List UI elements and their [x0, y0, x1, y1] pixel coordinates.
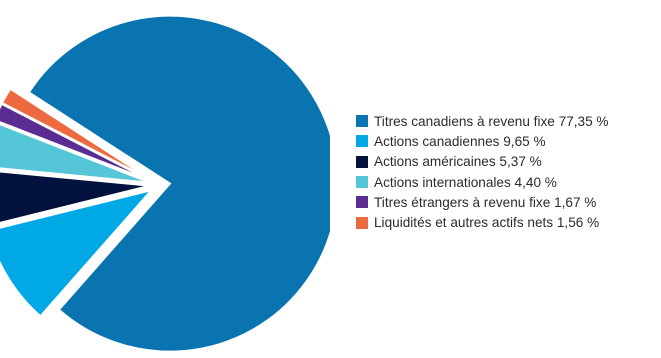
legend-swatch — [356, 176, 368, 189]
legend-swatch — [356, 115, 368, 128]
pie-slice-4 — [0, 123, 151, 184]
legend-label: Actions canadiennes 9,65 % — [374, 133, 546, 149]
pie-slice-6 — [0, 87, 152, 181]
legend-label: Titres canadiens à revenu fixe 77,35 % — [374, 113, 609, 129]
pie-slice-5 — [0, 102, 152, 182]
legend-item: Liquidités et autres actifs nets 1,56 % — [356, 212, 609, 232]
legend-swatch — [356, 135, 368, 148]
legend-item: Titres étrangers à revenu fixe 1,67 % — [356, 192, 609, 212]
legend-item: Actions canadiennes 9,65 % — [356, 131, 609, 151]
legend-item: Titres canadiens à revenu fixe 77,35 % — [356, 111, 609, 131]
legend-label: Titres étrangers à revenu fixe 1,67 % — [374, 194, 597, 210]
pie-slice-2 — [0, 188, 155, 318]
legend-label: Actions internationales 4,40 % — [374, 174, 557, 190]
legend-label: Actions américaines 5,37 % — [374, 154, 542, 170]
pie-chart — [0, 14, 330, 353]
pie-slice-3 — [0, 170, 151, 224]
chart-legend: Titres canadiens à revenu fixe 77,35 % Ac… — [356, 111, 609, 233]
legend-swatch — [356, 196, 368, 209]
legend-swatch — [356, 155, 368, 168]
legend-item: Actions américaines 5,37 % — [356, 152, 609, 172]
legend-item: Actions internationales 4,40 % — [356, 172, 609, 192]
legend-swatch — [356, 216, 368, 229]
legend-label: Liquidités et autres actifs nets 1,56 % — [374, 215, 600, 231]
pie-slice-1 — [27, 14, 330, 353]
